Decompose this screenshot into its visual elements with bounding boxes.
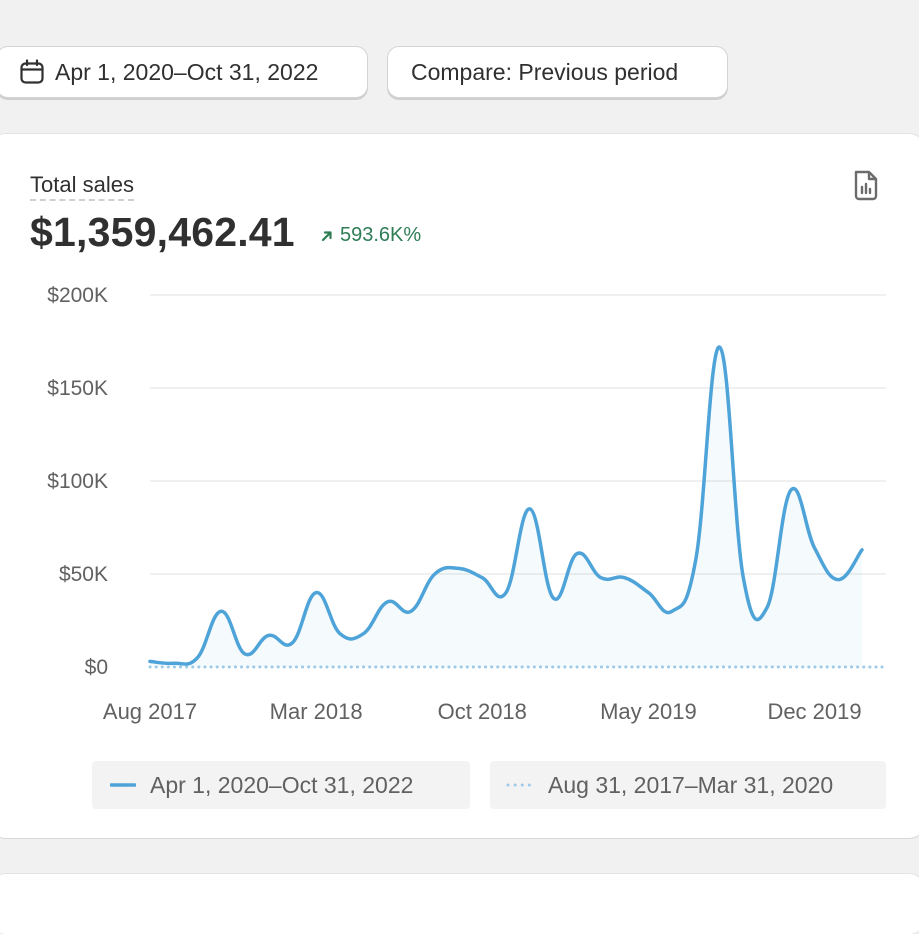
- x-tick-label: May 2019: [600, 699, 697, 724]
- arrow-up-right-icon: [320, 229, 334, 243]
- chart-y-ticks: $0 $50K $100K $150K $200K: [47, 284, 108, 679]
- y-tick-label: $150K: [47, 377, 108, 400]
- x-tick-label: Aug 2017: [103, 699, 197, 724]
- x-tick-label: Mar 2018: [270, 699, 363, 724]
- y-tick-label: $100K: [47, 470, 108, 493]
- legend-item-previous[interactable]: Aug 31, 2017–Mar 31, 2020: [490, 761, 886, 809]
- dotted-line-legend-icon: [506, 782, 534, 788]
- metric-value: $1,359,462.41: [30, 209, 295, 256]
- compare-button[interactable]: Compare: Previous period: [387, 46, 728, 98]
- chart-x-ticks: Aug 2017 Mar 2018 Oct 2018 May 2019 Dec 2019: [103, 699, 862, 724]
- y-tick-label: $200K: [47, 284, 108, 307]
- metric-change-value: 593.6K%: [340, 224, 421, 247]
- report-document-icon[interactable]: [852, 169, 880, 206]
- solid-line-legend-icon: [110, 782, 136, 788]
- x-tick-label: Dec 2019: [767, 699, 861, 724]
- legend-item-current[interactable]: Apr 1, 2020–Oct 31, 2022: [92, 761, 470, 809]
- y-tick-label: $0: [85, 656, 108, 679]
- legend-label-previous: Aug 31, 2017–Mar 31, 2020: [548, 772, 833, 799]
- date-range-label: Apr 1, 2020–Oct 31, 2022: [55, 59, 318, 86]
- chart-gridlines: [150, 295, 886, 574]
- compare-label: Compare: Previous period: [411, 59, 678, 86]
- sales-line-chart: $0 $50K $100K $150K $200K Aug 2017 Mar 2018 Oc…: [0, 270, 919, 740]
- calendar-icon: [19, 59, 45, 85]
- chart-series: [150, 347, 886, 667]
- date-range-button[interactable]: Apr 1, 2020–Oct 31, 2022: [0, 46, 368, 98]
- metric-change: 593.6K%: [320, 224, 421, 247]
- metric-label[interactable]: Total sales: [30, 172, 134, 201]
- legend-label-current: Apr 1, 2020–Oct 31, 2022: [150, 772, 413, 799]
- next-card: [0, 874, 919, 934]
- x-tick-label: Oct 2018: [438, 699, 527, 724]
- y-tick-label: $50K: [59, 563, 108, 586]
